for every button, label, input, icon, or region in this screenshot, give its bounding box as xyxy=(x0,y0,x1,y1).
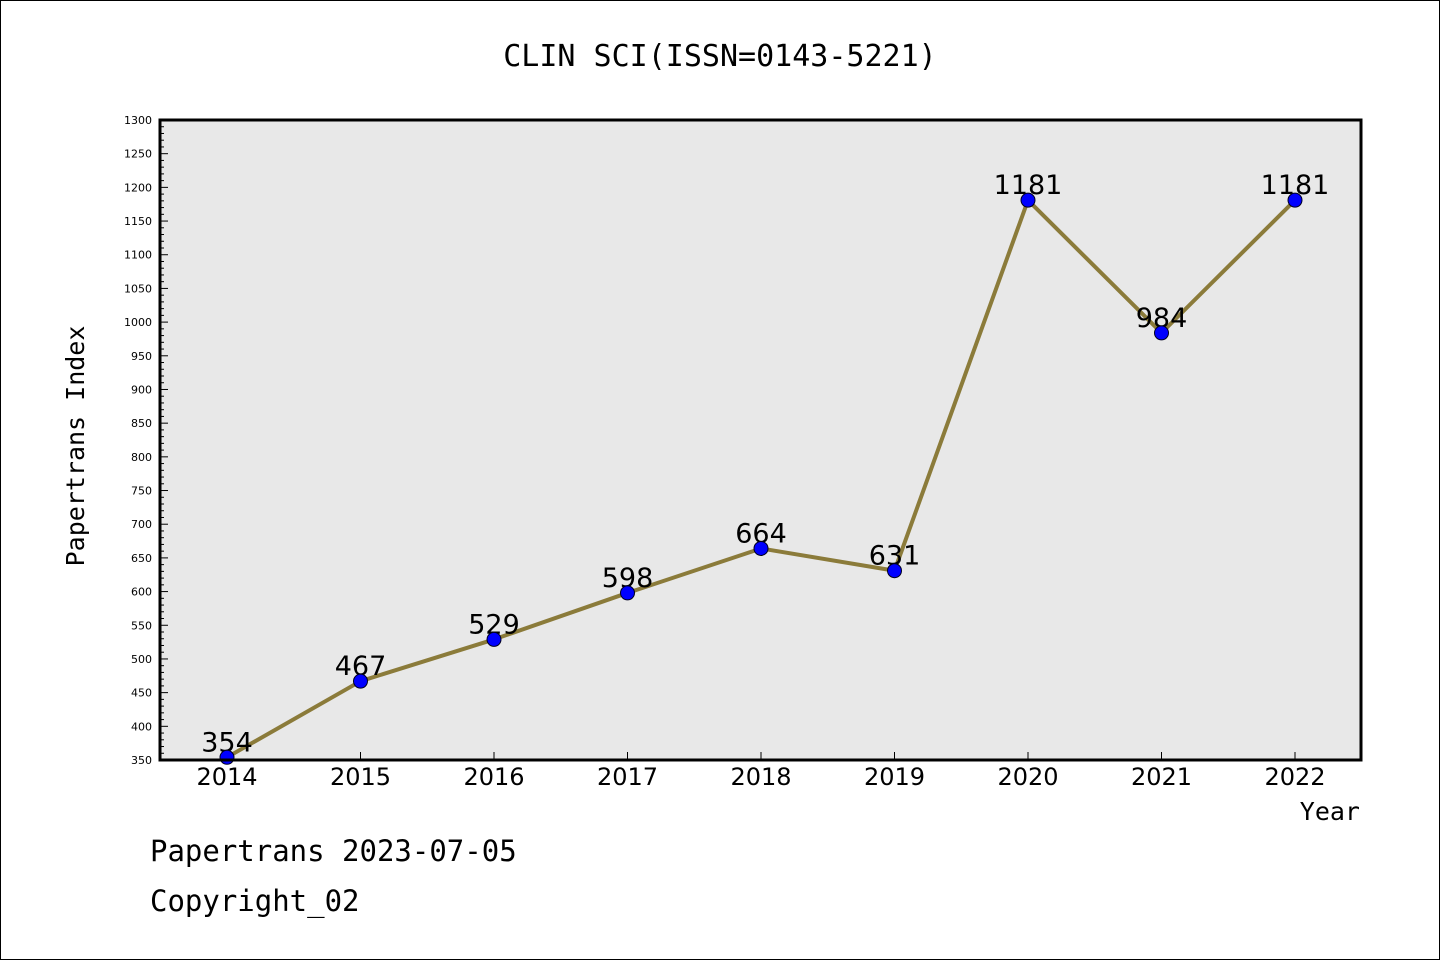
x-tick-label: 2021 xyxy=(1131,763,1192,791)
y-tick-label: 900 xyxy=(131,383,152,396)
x-tick-label: 2015 xyxy=(330,763,391,791)
data-point xyxy=(1287,192,1303,208)
y-tick-label: 1250 xyxy=(124,148,152,161)
y-tick-label: 1300 xyxy=(124,114,152,127)
y-tick-label: 800 xyxy=(131,451,152,464)
y-tick-label: 350 xyxy=(131,754,152,767)
data-point xyxy=(887,563,902,579)
y-axis: 350 400 450 500 550 600 650 700 750 800 850 900 950 1… xyxy=(124,114,168,767)
data-point xyxy=(1154,325,1169,341)
x-axis-label: Year xyxy=(1300,797,1360,826)
y-tick-label: 1100 xyxy=(124,249,152,262)
x-tick-label: 2018 xyxy=(730,763,791,791)
x-tick-label: 2016 xyxy=(463,763,524,791)
x-tick-label: 2022 xyxy=(1264,763,1325,791)
footer-date: Papertrans 2023-07-05 xyxy=(150,834,517,868)
y-tick-label: 1000 xyxy=(124,316,152,329)
y-tick-label: 450 xyxy=(131,687,152,700)
data-point xyxy=(219,749,235,765)
y-tick-label: 1150 xyxy=(124,215,152,228)
x-tick-label: 2019 xyxy=(864,763,925,791)
x-tick-label: 2020 xyxy=(997,763,1058,791)
x-tick-label: 2017 xyxy=(597,763,658,791)
y-tick-label: 400 xyxy=(131,720,152,733)
footer-copyright: Copyright_02 xyxy=(150,884,360,918)
y-tick-label: 950 xyxy=(131,350,152,363)
plot-area xyxy=(160,120,1361,760)
y-tick-label: 600 xyxy=(131,586,152,599)
y-tick-label: 500 xyxy=(131,653,152,666)
y-tick-label: 650 xyxy=(131,552,152,565)
y-tick-label: 850 xyxy=(131,417,152,430)
x-axis: 2014 2015 2016 2017 2018 2019 2020 2021 2022 xyxy=(196,752,1326,791)
y-tick-label: 750 xyxy=(131,485,152,498)
data-point xyxy=(486,631,502,647)
x-tick-label: 2014 xyxy=(196,763,257,791)
data-point xyxy=(753,540,769,556)
data-point xyxy=(620,585,635,601)
plot-border xyxy=(158,118,1363,762)
y-tick-label: 1200 xyxy=(124,181,152,194)
y-axis-label: Papertrans Index xyxy=(61,326,90,567)
data-point xyxy=(353,673,368,689)
data-point xyxy=(1020,192,1036,208)
y-tick-label: 1050 xyxy=(124,282,152,295)
y-tick-label: 700 xyxy=(131,518,152,531)
y-tick-label: 550 xyxy=(131,619,152,632)
chart-title: CLIN SCI(ISSN=0143-5221) xyxy=(503,39,936,74)
